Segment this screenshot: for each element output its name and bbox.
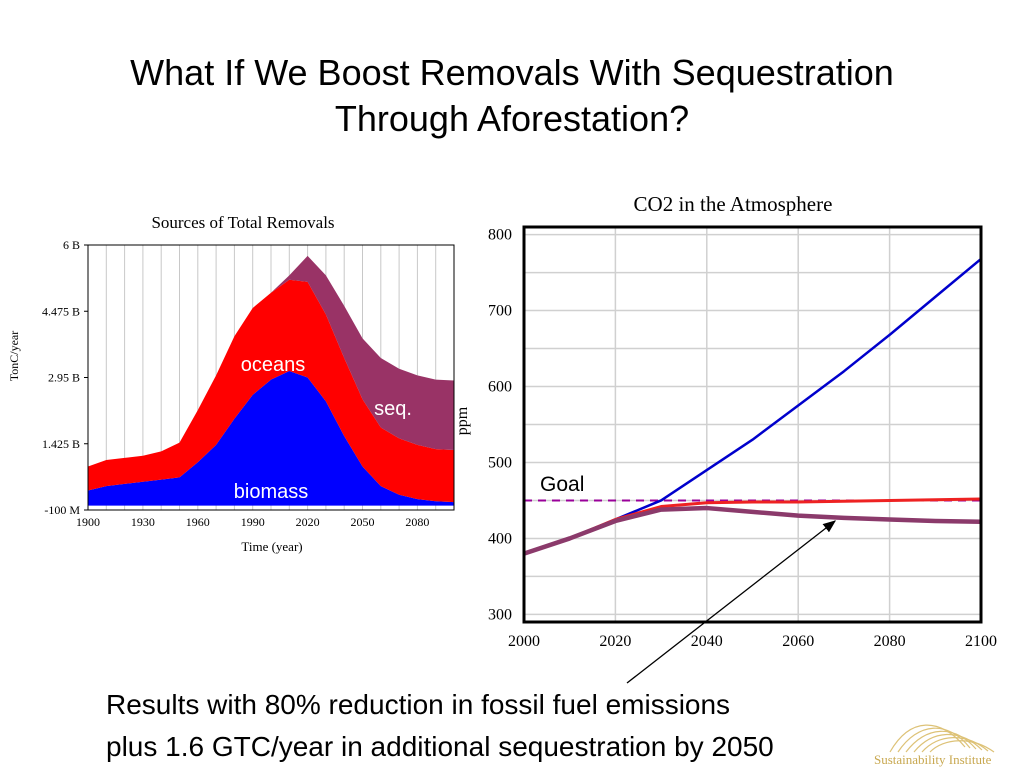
co2-y-axis-label: ppm [454,406,471,435]
removals-plot-frame [87,244,455,511]
removals-x-tick-label: 1930 [131,515,155,529]
removals-y-tick-label: 1.425 B [42,437,80,451]
co2-x-tick-label: 2020 [599,633,631,650]
co2-grid [523,227,982,622]
removals-chart-title: Sources of Total Removals [151,213,334,232]
goal-label: Goal [540,473,584,496]
logo-text: Sustainability Institute [874,752,992,767]
removals-y-axis-label: TonC/year [7,331,21,381]
co2-plot-frame [522,225,983,624]
biomass-area [88,370,454,506]
co2-y-tick-label: 500 [488,454,512,471]
oceans-area [88,279,454,503]
co2-lines [523,257,982,556]
removals-y-tick-label: 2.95 B [48,371,80,385]
co2-y-tick-label: 800 [488,227,512,244]
co2-x-tick-label: 2080 [874,633,906,650]
biomass-area-label: biomass [234,481,308,503]
co2-y-tick-label: 400 [488,530,512,547]
removals-x-tick-label: 1960 [186,515,210,529]
co2-y-tick-label: 600 [488,379,512,396]
removals-areas [88,255,454,506]
removals-y-tick-label: 4.475 B [42,304,80,318]
co2-red-line [523,497,982,556]
oceans-area-label: oceans [241,354,306,376]
sustainability-institute-logo: Sustainability Institute [874,724,995,767]
co2-ticks: 2000 2020 2040 2060 2080 2100 300 400 500 600 700 8… [488,227,997,650]
removals-x-tick-label: 2080 [405,515,429,529]
co2-x-tick-label: 2100 [965,633,997,650]
co2-baseline-line [523,257,982,555]
removals-x-tick-label: 2050 [351,515,375,529]
co2-purple-line [523,505,982,556]
slide-title-line1: What If We Boost Removals With Sequestra… [130,52,894,93]
slide-title: What If We Boost Removals With Sequestra… [0,50,1024,142]
slide-title-line2: Through Aforestation? [334,98,690,139]
annotation-arrow [626,520,837,684]
removals-ticks: 1900 1930 1960 1990 2020 2050 2080 6 B 4.475 B 2.… [42,238,429,529]
co2-x-tick-label: 2060 [782,633,814,650]
seq-area-label: seq. [374,398,412,420]
seq-area [88,255,454,467]
co2-y-tick-label: 300 [488,606,512,623]
removals-x-tick-label: 1990 [241,515,265,529]
slide-caption: Results with 80% reduction in fossil fue… [106,684,946,768]
caption-line1: Results with 80% reduction in fossil fue… [106,689,731,720]
removals-y-tick-label: -100 M [44,503,80,517]
co2-chart-title: CO2 in the Atmosphere [634,192,833,216]
caption-line2: plus 1.6 GTC/year in additional sequestr… [106,731,774,762]
co2-x-tick-label: 2000 [508,633,540,650]
removals-x-axis-label: Time (year) [241,539,302,554]
co2-y-tick-label: 700 [488,303,512,320]
co2-x-tick-label: 2040 [691,633,723,650]
removals-x-tick-label: 2020 [296,515,320,529]
removals-y-tick-label: 6 B [63,238,80,252]
removals-x-tick-label: 1900 [76,515,100,529]
